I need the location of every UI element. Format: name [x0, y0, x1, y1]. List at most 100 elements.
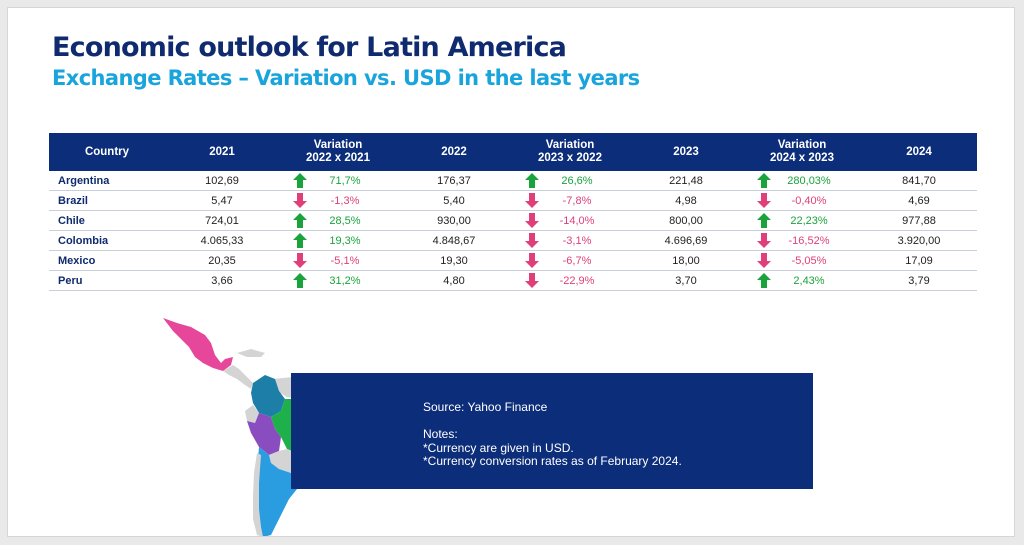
- header-var2-line1: Variation: [545, 139, 595, 151]
- variation-cell: -1,3%: [279, 190, 397, 211]
- variation-value: -0,40%: [791, 194, 827, 207]
- arrow-down-icon: [525, 193, 539, 208]
- variation-value: 26,6%: [561, 174, 593, 187]
- arrow-up-icon: [757, 173, 771, 188]
- rate-cell-2022: 176,37: [397, 171, 511, 191]
- header-variation-2023-2022: Variation 2023 x 2022: [511, 133, 629, 171]
- header-variation-2024-2023: Variation 2024 x 2023: [743, 133, 861, 171]
- rate-cell-2021: 4.065,33: [165, 230, 279, 251]
- variation-value: -6,7%: [562, 254, 592, 267]
- colombia-region: [251, 375, 285, 417]
- header-2021: 2021: [165, 133, 279, 171]
- variation-value: 31,2%: [329, 274, 361, 287]
- variation-cell: 22,23%: [743, 210, 861, 231]
- arrow-up-icon: [293, 173, 307, 188]
- header-var3-line2: 2024 x 2023: [770, 152, 834, 164]
- rate-cell-2024: 3,79: [861, 270, 977, 291]
- note-conversion-date: *Currency conversion rates as of Februar…: [423, 454, 682, 468]
- rate-cell-2021: 724,01: [165, 210, 279, 231]
- variation-value: 280,03%: [787, 174, 831, 187]
- header-2023: 2023: [629, 133, 743, 171]
- rate-cell-2023: 221,48: [629, 171, 743, 191]
- header-country: Country: [49, 133, 165, 171]
- header-var1-line2: 2022 x 2021: [306, 152, 370, 164]
- header-var1-line1: Variation: [313, 139, 363, 151]
- peru-region: [247, 413, 281, 455]
- arrow-up-icon: [757, 213, 771, 228]
- variation-cell: -16,52%: [743, 230, 861, 251]
- rate-cell-2023: 18,00: [629, 250, 743, 271]
- variation-value: 2,43%: [793, 274, 825, 287]
- table-row: Peru 3,66 31,2% 4,80 -22,9% 3,70 2,43% 3,79: [49, 270, 977, 291]
- variation-value: -5,05%: [791, 254, 827, 267]
- table-body: Argentina 102,69 71,7% 176,37 26,6% 221,48 280…: [49, 171, 977, 291]
- variation-value: -3,1%: [562, 234, 592, 247]
- rate-cell-2021: 3,66: [165, 270, 279, 291]
- variation-value: -5,1%: [330, 254, 360, 267]
- header-2024: 2024: [861, 133, 977, 171]
- variation-cell: -5,05%: [743, 250, 861, 271]
- notes-block: Notes: *Currency are given in USD. *Curr…: [423, 427, 682, 469]
- source-notes-box: Source: Yahoo Finance Notes: *Currency a…: [291, 373, 813, 489]
- chile-strip-region: [253, 453, 263, 536]
- caribbean-region: [237, 349, 265, 357]
- variation-value: -7,8%: [562, 194, 592, 207]
- exchange-rates-table: Country 2021 Variation 2022 x 2021 2022 V…: [49, 133, 977, 291]
- arrow-up-icon: [293, 273, 307, 288]
- rate-cell-2023: 800,00: [629, 210, 743, 231]
- variation-cell: -3,1%: [511, 230, 629, 251]
- country-cell: Argentina: [49, 171, 165, 191]
- variation-cell: -22,9%: [511, 270, 629, 291]
- page-title: Economic outlook for Latin America: [52, 32, 567, 63]
- rate-cell-2024: 977,88: [861, 210, 977, 231]
- variation-cell: 31,2%: [279, 270, 397, 291]
- header-var2-line2: 2023 x 2022: [538, 152, 602, 164]
- arrow-up-icon: [293, 213, 307, 228]
- rate-cell-2022: 930,00: [397, 210, 511, 231]
- table-row: Brazil 5,47 -1,3% 5,40 -7,8% 4,98 -0,40% 4,69: [49, 190, 977, 211]
- variation-cell: -14,0%: [511, 210, 629, 231]
- rate-cell-2021: 5,47: [165, 190, 279, 211]
- arrow-up-icon: [757, 273, 771, 288]
- rate-cell-2024: 4,69: [861, 190, 977, 211]
- arrow-down-icon: [757, 253, 771, 268]
- table-row: Argentina 102,69 71,7% 176,37 26,6% 221,48 280…: [49, 171, 977, 191]
- header-2022: 2022: [397, 133, 511, 171]
- rate-cell-2022: 5,40: [397, 190, 511, 211]
- rate-cell-2022: 19,30: [397, 250, 511, 271]
- notes-label: Notes:: [423, 427, 458, 441]
- variation-cell: -7,8%: [511, 190, 629, 211]
- variation-value: 22,23%: [790, 214, 828, 227]
- slide: Economic outlook for Latin America Excha…: [7, 7, 1015, 537]
- rate-cell-2024: 3.920,00: [861, 230, 977, 251]
- note-currency: *Currency are given in USD.: [423, 440, 574, 455]
- arrow-down-icon: [525, 233, 539, 248]
- variation-value: -14,0%: [559, 214, 595, 227]
- arrow-down-icon: [757, 233, 771, 248]
- rate-cell-2023: 4.696,69: [629, 230, 743, 251]
- variation-value: 28,5%: [329, 214, 361, 227]
- central-america-region: [223, 365, 253, 389]
- arrow-down-icon: [293, 193, 307, 208]
- variation-value: 71,7%: [329, 174, 361, 187]
- argentina-chile-region: [257, 447, 303, 536]
- variation-cell: 26,6%: [511, 171, 629, 191]
- variation-cell: -0,40%: [743, 190, 861, 211]
- country-cell: Chile: [49, 210, 165, 231]
- ecuador-region: [245, 405, 259, 423]
- arrow-up-icon: [525, 173, 539, 188]
- rate-cell-2023: 3,70: [629, 270, 743, 291]
- rate-cell-2024: 841,70: [861, 171, 977, 191]
- arrow-down-icon: [525, 253, 539, 268]
- variation-value: -22,9%: [559, 274, 595, 287]
- country-cell: Peru: [49, 270, 165, 291]
- variation-cell: 2,43%: [743, 270, 861, 291]
- arrow-down-icon: [293, 253, 307, 268]
- variation-value: -16,52%: [788, 234, 830, 247]
- variation-value: 19,3%: [329, 234, 361, 247]
- rate-cell-2021: 102,69: [165, 171, 279, 191]
- table-header-row: Country 2021 Variation 2022 x 2021 2022 V…: [49, 133, 977, 171]
- country-cell: Colombia: [49, 230, 165, 251]
- header-var3-line1: Variation: [777, 139, 827, 151]
- variation-cell: -5,1%: [279, 250, 397, 271]
